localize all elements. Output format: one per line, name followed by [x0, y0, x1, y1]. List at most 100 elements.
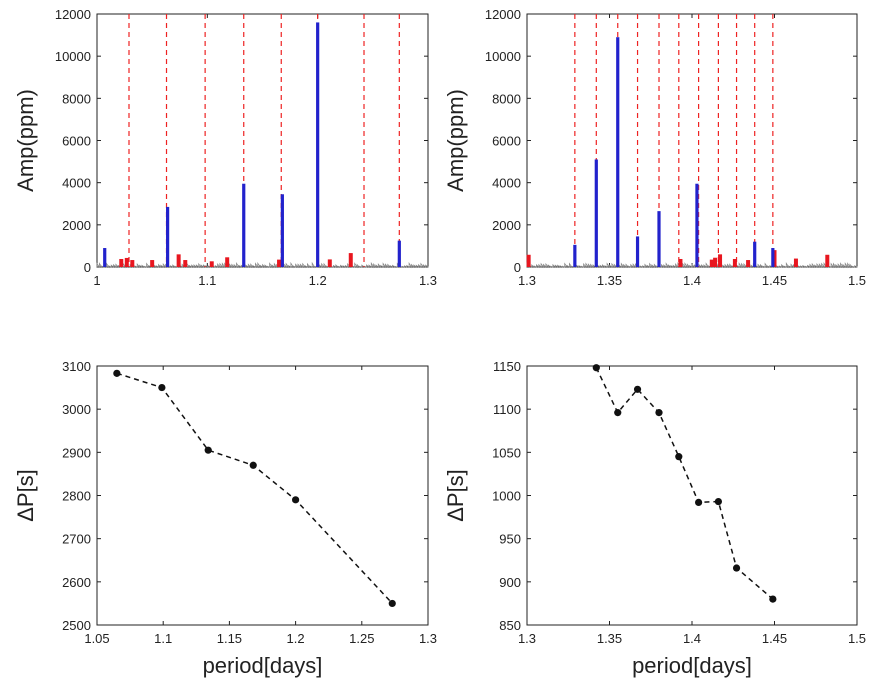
panel-bottom-left-period-spacing: 1.05 1.1 1.15 1.2 1.25 1.3 2500 2600 2700 2800 290…	[13, 359, 437, 678]
red-bar	[793, 258, 798, 267]
y-tick-label: 12000	[485, 7, 521, 22]
y-tick-label: 0	[514, 260, 521, 275]
red-bar	[348, 253, 353, 267]
y-tick-label: 2600	[62, 575, 91, 590]
data-point	[614, 409, 622, 417]
y-tick-label: 1050	[492, 445, 521, 460]
blue-bar	[166, 206, 170, 267]
panel-top-left-spectrum: 1 1.1 1.2 1.3 0 2000 4000 6000 8000 10000 12000 Amp…	[13, 7, 437, 288]
x-tick-label: 1.4	[683, 273, 701, 288]
y-tick-label: 8000	[492, 91, 521, 106]
y-tick-label: 2000	[62, 218, 91, 233]
x-axis-label: period[days]	[632, 653, 752, 678]
x-tick-label: 1.25	[349, 631, 374, 646]
red-bar	[526, 254, 531, 267]
x-axis-label: period[days]	[203, 653, 323, 678]
series-line	[595, 367, 774, 600]
y-tick-label: 1150	[493, 359, 521, 374]
data-point	[113, 369, 121, 377]
x-tick-label: 1.4	[683, 631, 701, 646]
data-point	[714, 497, 723, 506]
red-bar	[709, 259, 714, 267]
x-tick-label: 1.5	[848, 273, 866, 288]
x-tick-label: 1.1	[154, 631, 172, 646]
blue-bar	[316, 22, 320, 267]
y-tick-label: 2900	[62, 445, 91, 460]
y-tick-label: 4000	[492, 176, 521, 191]
x-tick-label: 1.15	[217, 631, 242, 646]
y-tick-label: 2000	[492, 218, 521, 233]
x-tick-label: 1	[93, 273, 100, 288]
y-tick-label: 2500	[62, 618, 91, 633]
blue-bar	[103, 248, 107, 267]
x-tick-label: 1.35	[597, 273, 622, 288]
y-tick-label: 10000	[55, 49, 91, 64]
plot-frame	[526, 13, 858, 268]
blue-bar	[771, 248, 775, 267]
red-bar	[225, 257, 230, 267]
x-tick-label: 1.3	[419, 273, 437, 288]
data-point	[675, 453, 683, 461]
plot-frame	[96, 365, 429, 626]
blue-bar	[753, 241, 757, 267]
plot-frame	[526, 365, 858, 626]
red-bar	[678, 258, 683, 267]
x-tick-label: 1.45	[762, 273, 787, 288]
red-bar	[183, 260, 188, 267]
red-bar	[772, 250, 777, 267]
series-line	[116, 372, 393, 604]
blue-bar	[657, 211, 661, 267]
y-tick-label: 6000	[492, 134, 521, 149]
x-tick-label: 1.05	[84, 631, 109, 646]
blue-bar	[280, 194, 284, 267]
data-point	[732, 564, 741, 572]
red-bar	[130, 260, 135, 267]
plot-frame	[96, 13, 429, 268]
data-point	[655, 409, 663, 417]
x-tick-label: 1.2	[309, 273, 327, 288]
red-bar	[150, 260, 155, 267]
y-tick-label: 0	[84, 260, 91, 275]
x-tick-label: 1.5	[848, 631, 866, 646]
blue-bar	[242, 183, 246, 267]
noise-spectrum	[526, 261, 858, 269]
red-bar	[746, 260, 751, 267]
y-tick-label: 950	[499, 532, 521, 547]
x-tick-label: 1.3	[518, 273, 536, 288]
red-bar	[825, 254, 830, 267]
y-tick-label: 3100	[62, 359, 91, 374]
x-tick-label: 1.2	[287, 631, 305, 646]
red-bar	[713, 257, 718, 267]
red-bar	[718, 254, 723, 267]
y-tick-label: 900	[499, 575, 521, 590]
data-point	[695, 498, 703, 507]
red-bar	[124, 257, 129, 267]
blue-bar	[594, 159, 598, 267]
red-bar	[176, 254, 181, 267]
y-tick-label: 2800	[62, 489, 91, 504]
data-point	[769, 595, 777, 603]
y-axis-label: ΔP[s]	[443, 469, 468, 522]
data-point	[388, 599, 396, 608]
red-bar	[327, 259, 332, 267]
y-tick-label: 8000	[62, 91, 91, 106]
panel-bottom-right-period-spacing: 1.3 1.35 1.4 1.45 1.5 850 900 950 1000 1050 1100 11…	[443, 359, 866, 678]
y-tick-label: 2700	[62, 532, 91, 547]
data-point	[204, 446, 212, 454]
x-tick-label: 1.35	[597, 631, 622, 646]
y-tick-label: 1000	[492, 489, 521, 504]
y-tick-label: 10000	[485, 49, 521, 64]
y-tick-label: 4000	[62, 176, 91, 191]
data-point	[592, 364, 600, 372]
x-tick-label: 1.45	[762, 631, 787, 646]
y-axis-label: Amp(ppm)	[443, 89, 468, 192]
panel-top-right-spectrum: 1.3 1.35 1.4 1.45 1.5 0 2000 4000 6000 8000 10000 1…	[443, 7, 866, 288]
x-tick-label: 1.1	[198, 273, 216, 288]
y-tick-label: 850	[499, 618, 521, 633]
y-tick-label: 3000	[62, 402, 91, 417]
red-bar	[119, 258, 124, 267]
red-bar	[732, 258, 737, 267]
data-point	[249, 461, 257, 469]
x-tick-label: 1.3	[518, 631, 536, 646]
